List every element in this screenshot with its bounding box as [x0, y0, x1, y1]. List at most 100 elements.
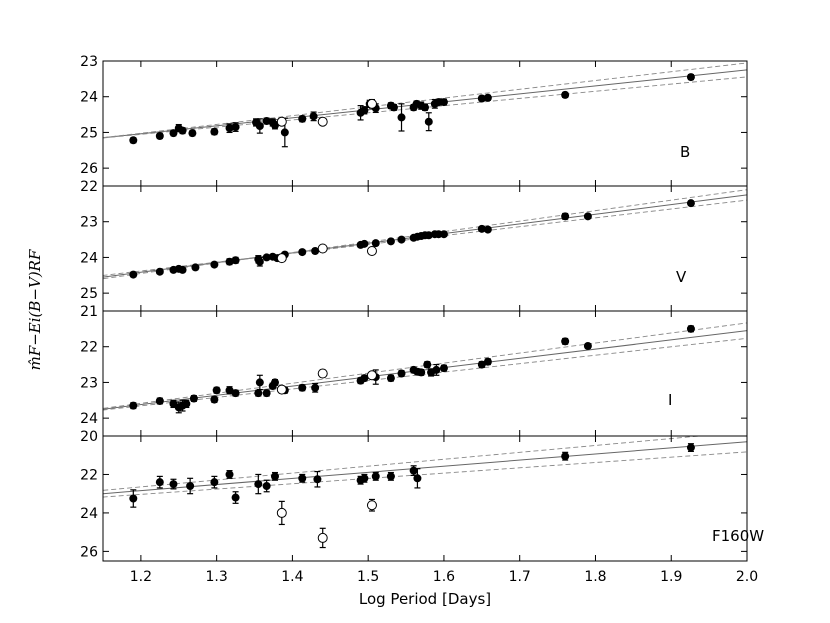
filled-point — [386, 237, 395, 246]
filled-point — [129, 270, 138, 279]
filled-point — [311, 383, 320, 392]
filled-point — [439, 364, 448, 373]
filled-point — [280, 128, 289, 137]
y-tick-label: 22 — [80, 179, 98, 195]
x-tick-label: 2.0 — [736, 569, 758, 585]
filled-point — [397, 235, 406, 244]
open-point — [317, 243, 328, 254]
filled-point — [360, 374, 369, 383]
filled-point — [254, 389, 263, 398]
filled-point — [186, 482, 195, 490]
filled-point — [439, 230, 448, 239]
filled-point — [421, 103, 429, 112]
filled-point — [231, 256, 240, 265]
filled-point — [432, 365, 441, 374]
filled-point — [561, 212, 570, 221]
filled-point — [169, 129, 178, 138]
filled-point — [371, 239, 380, 248]
y-axis: 22 23 24 25 — [80, 179, 748, 311]
y-axis: 23 24 25 26 — [80, 54, 748, 186]
y-axis: 21 22 23 24 — [80, 304, 748, 436]
filled-point — [423, 360, 432, 369]
x-tick-label: 1.8 — [584, 569, 606, 585]
open-point — [317, 368, 328, 379]
filled-point — [686, 324, 695, 333]
y-tick-label: 25 — [80, 286, 98, 302]
filled-point — [371, 472, 380, 481]
band-label: I — [668, 391, 672, 409]
filled-point — [298, 248, 307, 257]
open-point — [317, 116, 328, 127]
filled-point — [417, 368, 426, 377]
filled-point — [386, 374, 395, 383]
filled-point — [309, 112, 318, 121]
panel-frame — [102, 435, 748, 562]
y-tick-label: 22 — [80, 340, 98, 356]
open-point — [317, 532, 328, 543]
filled-point — [178, 265, 187, 274]
filled-point — [178, 126, 187, 135]
filled-point — [129, 401, 138, 410]
filled-point — [270, 378, 279, 387]
filled-point — [188, 129, 197, 138]
filled-point — [191, 263, 200, 272]
filled-point — [225, 470, 234, 479]
filled-point — [262, 389, 271, 398]
filled-point — [262, 482, 271, 490]
filled-point — [210, 478, 219, 487]
band-label: V — [676, 268, 687, 286]
filled-point — [413, 474, 422, 483]
filled-point — [386, 472, 395, 481]
x-tick-label: 1.2 — [130, 569, 152, 585]
filled-point — [255, 378, 264, 387]
panels: 23 24 25 26 B 22 23 24 25 V 21 22 23 24 I 20 22 24 26 F160W — [80, 54, 764, 562]
x-tick-label: 1.5 — [357, 569, 379, 585]
panel-v: 22 23 24 25 V — [80, 179, 748, 312]
data-points — [129, 324, 695, 414]
filled-point — [313, 475, 322, 484]
x-tick-label: 1.3 — [206, 569, 228, 585]
y-axis-label: m̂F−Ei(B−V)RF — [26, 249, 44, 370]
y-tick-label: 22 — [80, 467, 98, 483]
filled-point — [182, 399, 191, 408]
fit-band-line — [103, 436, 747, 491]
filled-point — [169, 480, 178, 489]
filled-point — [561, 337, 570, 346]
filled-point — [686, 73, 695, 82]
filled-point — [397, 113, 406, 122]
filled-point — [298, 114, 307, 123]
fit-band-line — [103, 337, 747, 411]
filled-point — [231, 493, 240, 502]
x-tick-label: 1.4 — [281, 569, 303, 585]
fit-line — [103, 330, 747, 410]
data-points — [129, 199, 695, 279]
open-point — [276, 116, 287, 127]
data-points — [129, 443, 695, 549]
filled-point — [129, 136, 138, 145]
filled-point — [686, 199, 695, 208]
y-tick-label: 23 — [80, 215, 98, 231]
y-tick-label: 24 — [80, 90, 98, 106]
open-point — [276, 253, 287, 264]
panel-b: 23 24 25 26 B — [80, 54, 748, 187]
filled-point — [483, 225, 492, 234]
open-point — [366, 370, 377, 381]
panel-frame — [102, 185, 748, 312]
filled-point — [155, 132, 164, 140]
panel-i: 21 22 23 24 I — [80, 304, 748, 437]
y-axis: 20 22 24 26 — [80, 429, 748, 561]
open-point — [276, 384, 287, 395]
open-point — [276, 507, 287, 518]
fit-band-line — [103, 62, 747, 139]
x-tick-label: 1.6 — [433, 569, 455, 585]
y-tick-label: 26 — [80, 544, 98, 560]
y-tick-label: 23 — [80, 375, 98, 391]
filled-point — [397, 369, 406, 378]
fit-lines — [103, 436, 747, 498]
x-tick-label: 1.9 — [660, 569, 682, 585]
y-tick-label: 24 — [80, 506, 98, 522]
filled-point — [583, 342, 592, 350]
filled-point — [360, 106, 369, 115]
filled-point — [561, 90, 570, 99]
